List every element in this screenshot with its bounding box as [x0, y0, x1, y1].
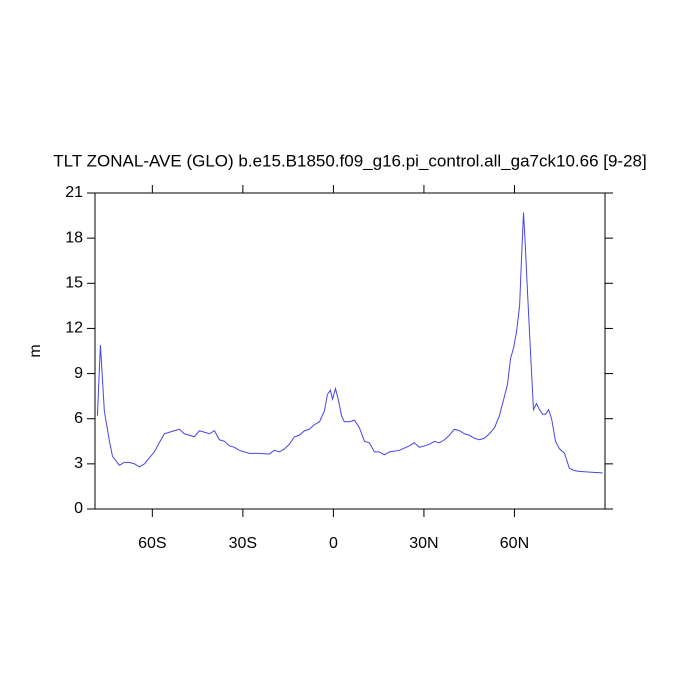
y-tick-label: 18: [65, 229, 83, 246]
x-tick-label: 30S: [229, 535, 257, 552]
y-tick-label: 12: [65, 320, 83, 337]
y-axis-label: m: [27, 344, 44, 357]
y-tick-label: 3: [74, 455, 83, 472]
data-line: [96, 212, 603, 474]
plot-frame: [94, 192, 606, 510]
y-tick-label: 9: [74, 365, 83, 382]
x-tick-label: 60N: [500, 535, 529, 552]
x-tick-label: 30N: [409, 535, 438, 552]
chart-title: TLT ZONAL-AVE (GLO) b.e15.B1850.f09_g16.…: [53, 151, 646, 170]
y-tick-label: 6: [74, 410, 83, 427]
x-tick-label: 0: [329, 535, 338, 552]
x-tick-label: 60S: [138, 535, 166, 552]
y-tick-label: 0: [74, 500, 83, 517]
y-tick-label: 21: [65, 184, 83, 201]
y-tick-label: 15: [65, 275, 83, 292]
